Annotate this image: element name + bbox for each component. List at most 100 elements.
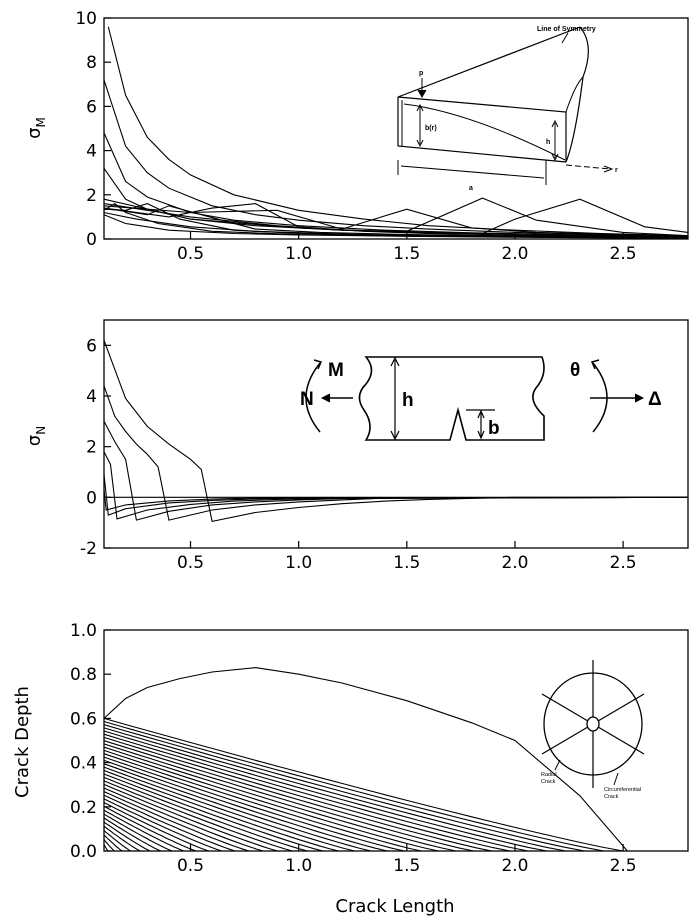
y-tick-label: 2: [86, 186, 97, 206]
x-ticks: 0.5 1.0 1.5 2.0 2.5: [177, 541, 637, 573]
y-ticks: 0.0 0.2 0.4 0.6 0.8 1.0: [70, 621, 111, 862]
contour-line-9: [103, 809, 185, 852]
contour-line-12: [103, 798, 222, 852]
y-tick-label: 0.4: [70, 754, 97, 774]
y-tick-label: -2: [80, 539, 97, 559]
x-tick-label: 2.5: [610, 244, 637, 264]
contour-line-15: [103, 787, 264, 852]
a-label: a: [469, 185, 473, 192]
series-line-1: [103, 340, 688, 523]
plot-frame: [103, 629, 689, 852]
y-axis-label: Crack Depth: [12, 686, 33, 798]
contour-line-18: [103, 776, 308, 852]
contour-line-31: [103, 733, 529, 852]
x-tick-label: 1.0: [285, 856, 312, 876]
radial-crack-label: Radial: [541, 772, 557, 778]
y-axis-label: σM: [24, 117, 48, 139]
h-label: h: [402, 390, 414, 411]
contour-line-36: [103, 717, 624, 852]
x-axis-label: Crack Length: [335, 896, 454, 917]
b-label: b: [488, 418, 500, 439]
series-line-3: [103, 132, 689, 237]
series-line-5: [103, 474, 689, 516]
y-axis-label: σN: [24, 426, 48, 446]
x-ticks: 0.5 1.0 1.5 2.0 2.5: [177, 232, 637, 264]
contour-line-28: [103, 743, 474, 852]
r-label: r: [615, 167, 618, 174]
series-line-8: [103, 203, 689, 238]
contour-line-30: [103, 736, 511, 852]
x-tick-label: 2.5: [610, 553, 637, 573]
h-label: h: [546, 139, 550, 146]
contour-line-2: [103, 839, 115, 852]
y-tick-label: 0: [86, 230, 97, 250]
series-line-7: [103, 205, 689, 238]
contour-line-35: [103, 720, 604, 852]
contour-line-26: [103, 749, 439, 852]
contour-line-21: [103, 766, 355, 852]
series-line-4: [103, 451, 689, 520]
y-tick-label: 0: [86, 488, 97, 508]
y-tick-label: 0.0: [70, 842, 97, 862]
panel-sigma-m: 0.5 1.0 1.5 2.0 2.5 0 2 4 6 8 10 σM p Line of Sym…: [24, 9, 689, 264]
y-ticks: -2 0 2 4 6: [80, 336, 111, 559]
x-tick-label: 0.5: [177, 244, 204, 264]
specimen-diagram: N M h b θ Δ: [300, 356, 662, 441]
series-line-3: [103, 421, 689, 521]
y-tick-label: 0.6: [70, 709, 97, 729]
contour-line-27: [103, 746, 457, 852]
contour-line-32: [103, 730, 547, 852]
contour-line-14: [103, 791, 250, 852]
n-label: N: [300, 389, 314, 410]
series-group: [103, 667, 628, 852]
contour-line-1: [103, 844, 109, 852]
y-tick-label: 6: [86, 97, 97, 117]
contour-line-10: [103, 805, 197, 852]
series-line-1: [107, 26, 689, 237]
contour-line-6: [103, 821, 151, 852]
contour-line-22: [103, 763, 372, 852]
disk-diagram: Radial Crack Circumferential Crack: [541, 660, 645, 800]
contour-line-8: [103, 813, 173, 852]
m-label: M: [328, 360, 344, 381]
contour-line-20: [103, 769, 339, 852]
series-group: [103, 340, 689, 523]
y-tick-label: 10: [75, 9, 97, 29]
x-tick-label: 2.0: [501, 553, 528, 573]
contour-line-29: [103, 740, 492, 852]
y-tick-label: 6: [86, 336, 97, 356]
contour-line-4: [103, 830, 131, 852]
x-tick-label: 1.5: [393, 856, 420, 876]
contour-line-13: [103, 794, 236, 852]
beam-diagram: p Line of Symmetry b(r) h a r: [397, 26, 618, 192]
y-tick-label: 4: [86, 387, 97, 407]
contour-line-17: [103, 780, 293, 852]
contour-line-23: [103, 759, 388, 852]
x-tick-label: 0.5: [177, 856, 204, 876]
contour-line-16: [103, 783, 278, 852]
y-tick-label: 2: [86, 438, 97, 458]
panel-sigma-n: 0.5 1.0 1.5 2.0 2.5 -2 0 2 4 6 σN N M h b θ Δ: [24, 319, 689, 573]
plot-frame: [103, 17, 689, 240]
x-tick-label: 1.0: [285, 553, 312, 573]
p-label: p: [419, 70, 423, 77]
contour-line-19: [103, 773, 324, 852]
y-tick-label: 4: [86, 142, 97, 162]
y-ticks: 0 2 4 6 8 10: [75, 9, 111, 250]
x-tick-label: 1.5: [393, 553, 420, 573]
x-tick-label: 1.0: [285, 244, 312, 264]
x-tick-label: 2.0: [501, 244, 528, 264]
radial-crack-label-2: Crack: [541, 779, 556, 785]
y-tick-label: 0.2: [70, 798, 97, 818]
contour-line-3: [103, 834, 123, 852]
y-tick-label: 0.8: [70, 665, 97, 685]
circ-crack-label: Circumferential: [604, 787, 641, 793]
panel-crack-depth: 0.5 1.0 1.5 2.0 2.5 0.0 0.2 0.4 0.6 0.8 1.0 Crack…: [12, 621, 689, 917]
symmetry-label: Line of Symmetry: [537, 26, 596, 33]
series-line-5: [103, 198, 689, 235]
series-line-6: [103, 489, 689, 511]
contour-line-11: [103, 802, 209, 852]
theta-label: θ: [570, 360, 580, 381]
series-group: [103, 26, 689, 239]
